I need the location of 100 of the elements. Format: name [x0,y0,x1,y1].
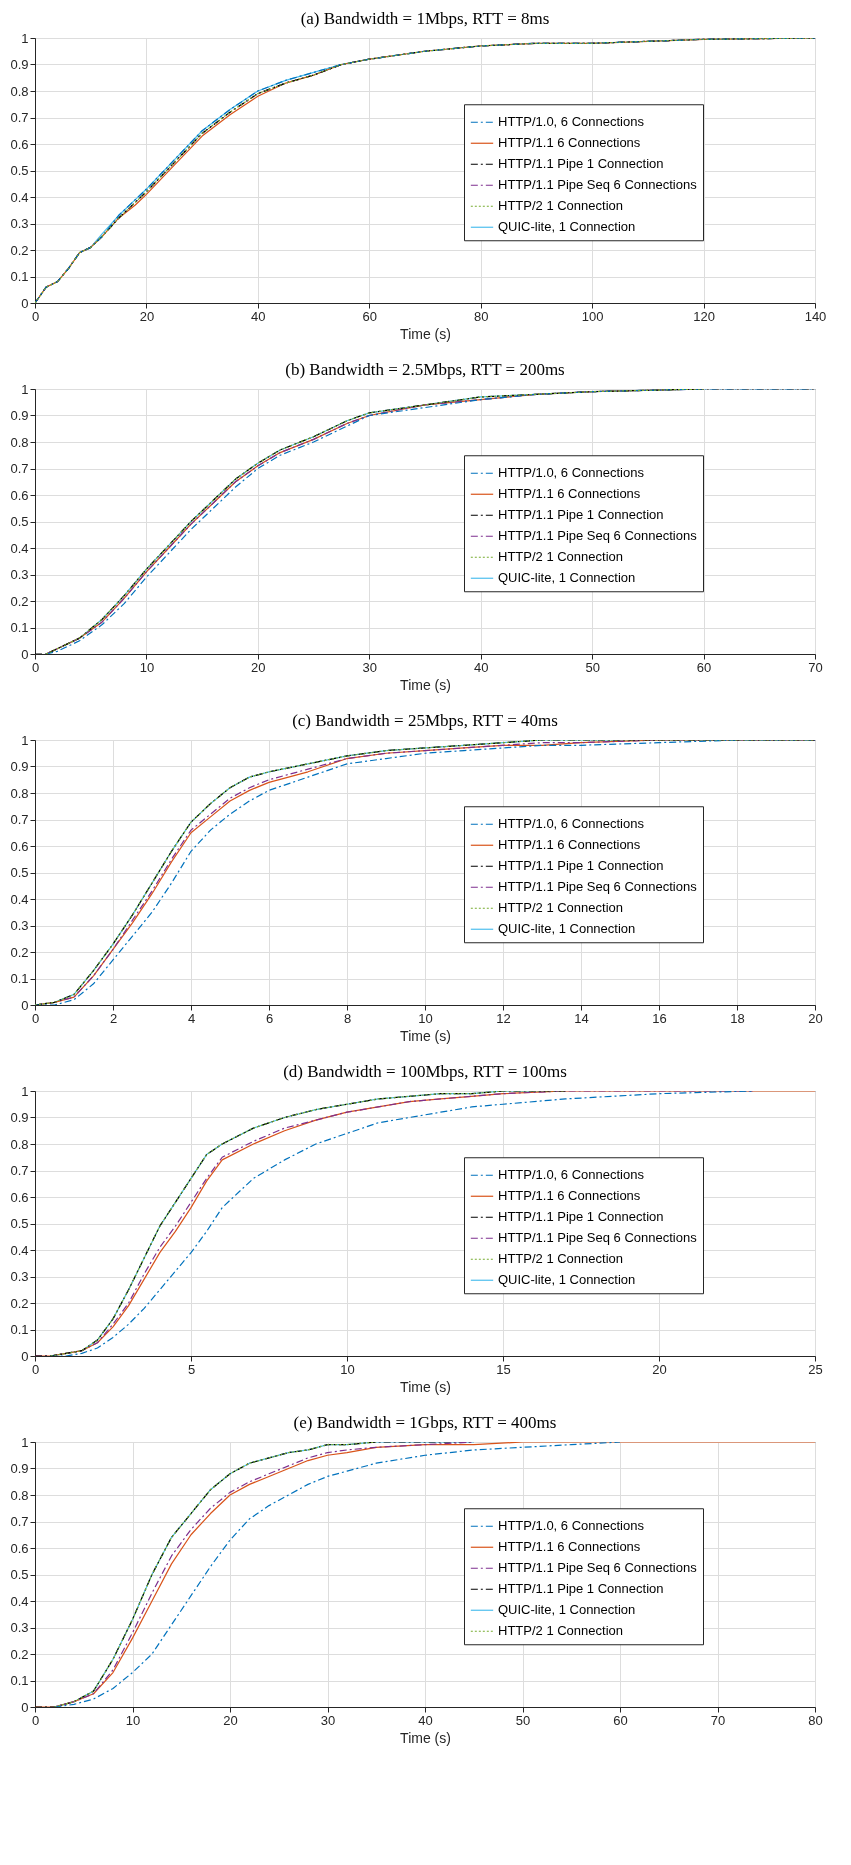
legend-label: HTTP/1.0, 6 Connections [498,1518,645,1534]
legend-label: HTTP/2 1 Connection [498,1251,624,1267]
legend-label: HTTP/1.1 6 Connections [498,1539,641,1555]
y-tick-label: 0.6 [10,1540,29,1556]
chart-title: (d) Bandwidth = 100Mbps, RTT = 100ms [283,1062,567,1081]
x-axis-title: Time (s) [400,1027,451,1044]
x-tick-label: 60 [613,1712,628,1728]
y-tick-label: 1 [21,1434,29,1450]
legend-label: HTTP/1.1 Pipe 1 Connection [498,507,664,523]
x-tick-label: 20 [652,1361,667,1377]
x-tick-label: 0 [31,1010,40,1026]
y-tick-label: 1 [21,732,29,748]
legend-label: HTTP/1.1 Pipe 1 Connection [498,858,664,874]
y-tick-label: 0.3 [10,216,29,231]
y-tick-label: 0.9 [10,57,29,72]
y-tick-label: 0.3 [10,1269,29,1284]
y-tick-label: 0.7 [10,812,29,827]
x-axis-title: Time (s) [400,676,451,693]
y-tick-label: 0.2 [10,593,29,609]
x-tick-label: 40 [251,308,266,324]
legend-label: HTTP/1.0, 6 Connections [498,1167,645,1183]
y-tick-label: 0.2 [10,242,29,258]
x-tick-label: 120 [693,308,715,324]
y-tick-label: 0 [21,997,29,1013]
y-tick-label: 0.8 [10,785,29,801]
y-tick-label: 0.9 [10,1461,29,1476]
legend-label: HTTP/1.1 6 Connections [498,837,641,853]
legend-label: HTTP/1.0, 6 Connections [498,465,645,481]
x-tick-label: 10 [125,1712,141,1728]
y-tick-label: 0.6 [10,487,29,503]
legend-label: HTTP/2 1 Connection [498,198,624,214]
x-tick-label: 25 [808,1361,823,1377]
x-axis-title: Time (s) [400,325,451,342]
x-axis-title: Time (s) [400,1378,451,1395]
y-tick-label: 0.1 [10,1322,29,1337]
y-tick-label: 0.6 [10,1189,29,1205]
legend-label: QUIC-lite, 1 Connection [498,1272,636,1288]
x-tick-label: 140 [804,308,827,324]
x-tick-label: 50 [515,1712,531,1728]
chart-title: (e) Bandwidth = 1Gbps, RTT = 400ms [293,1413,557,1432]
y-tick-label: 0.4 [10,1242,29,1258]
y-tick-label: 0 [21,646,29,662]
x-tick-label: 0 [31,1361,40,1377]
x-tick-label: 16 [652,1010,667,1026]
x-tick-label: 20 [808,1010,823,1026]
y-tick-label: 0.2 [10,944,29,960]
y-tick-label: 0.5 [10,1567,29,1582]
y-tick-label: 0.9 [10,1110,29,1125]
y-tick-label: 0.1 [10,1673,29,1688]
legend-label: HTTP/1.1 6 Connections [498,135,641,151]
y-tick-label: 0.2 [10,1646,29,1662]
legend-label: QUIC-lite, 1 Connection [498,921,636,937]
x-tick-label: 70 [808,659,823,675]
y-tick-label: 0.7 [10,110,29,125]
x-tick-label: 18 [730,1010,745,1026]
x-tick-label: 80 [808,1712,823,1728]
x-tick-label: 40 [473,659,489,675]
legend-label: HTTP/1.0, 6 Connections [498,114,645,130]
chart-title: (b) Bandwidth = 2.5Mbps, RTT = 200ms [285,360,565,379]
x-tick-label: 20 [139,308,155,324]
y-tick-label: 0.7 [10,1163,29,1178]
legend-label: QUIC-lite, 1 Connection [498,219,636,235]
y-tick-label: 0.5 [10,163,29,178]
y-tick-label: 0.8 [10,1487,29,1503]
y-tick-label: 0 [21,1699,29,1715]
legend-label: HTTP/1.1 Pipe 1 Connection [498,1209,664,1225]
legend-label: HTTP/1.1 6 Connections [498,1188,641,1204]
x-tick-label: 15 [496,1361,511,1377]
y-tick-label: 0.9 [10,408,29,423]
x-tick-label: 10 [418,1010,433,1026]
legend-label: HTTP/1.1 Pipe Seq 6 Connections [498,1230,698,1246]
x-tick-label: 10 [139,659,155,675]
y-tick-label: 0.8 [10,83,29,99]
y-tick-label: 0.9 [10,759,29,774]
y-tick-label: 0.3 [10,1620,29,1635]
legend-label: HTTP/1.1 Pipe 1 Connection [498,156,664,172]
y-tick-label: 0.6 [10,838,29,854]
x-tick-label: 60 [696,659,712,675]
legend-label: HTTP/1.1 Pipe Seq 6 Connections [498,1560,698,1576]
y-tick-label: 0 [21,295,29,311]
legend-label: HTTP/1.1 Pipe 1 Connection [498,1581,664,1597]
legend-label: HTTP/1.1 6 Connections [498,486,641,502]
x-axis-title: Time (s) [400,1729,451,1746]
y-tick-label: 0.6 [10,136,29,152]
legend-label: HTTP/1.1 Pipe Seq 6 Connections [498,528,698,544]
x-tick-label: 0 [31,1712,40,1728]
x-tick-label: 100 [581,308,604,324]
legend-label: HTTP/2 1 Connection [498,549,624,565]
legend-label: HTTP/2 1 Connection [498,1623,624,1639]
x-tick-label: 80 [473,308,489,324]
y-tick-label: 0.1 [10,269,29,284]
x-tick-label: 20 [223,1712,238,1728]
legend-label: QUIC-lite, 1 Connection [498,1602,636,1618]
x-tick-label: 0 [31,308,40,324]
x-tick-label: 40 [418,1712,433,1728]
legend-label: HTTP/2 1 Connection [498,900,624,916]
x-tick-label: 70 [710,1712,726,1728]
y-tick-label: 0.1 [10,620,29,635]
y-tick-label: 0.8 [10,1136,29,1152]
y-tick-label: 1 [21,30,29,46]
